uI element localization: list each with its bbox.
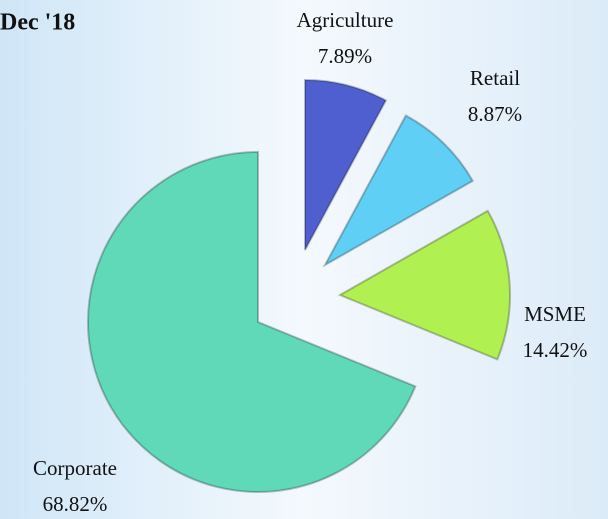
slice-label: Corporate	[33, 456, 117, 480]
pie-slice	[322, 114, 475, 268]
slice-value-label: 68.82%	[43, 492, 108, 516]
slice-value-label: 7.89%	[318, 44, 372, 68]
pie-slice	[337, 209, 511, 361]
pie-slice	[304, 78, 388, 251]
slice-value-label: 8.87%	[468, 102, 522, 126]
slice-label: MSME	[524, 302, 586, 326]
slice-label: Retail	[470, 66, 520, 90]
slice-value-label: 14.42%	[523, 338, 588, 362]
chart-title: Dec '18	[0, 10, 75, 36]
pie-slice	[87, 150, 417, 493]
slice-label: Agriculture	[297, 8, 394, 32]
